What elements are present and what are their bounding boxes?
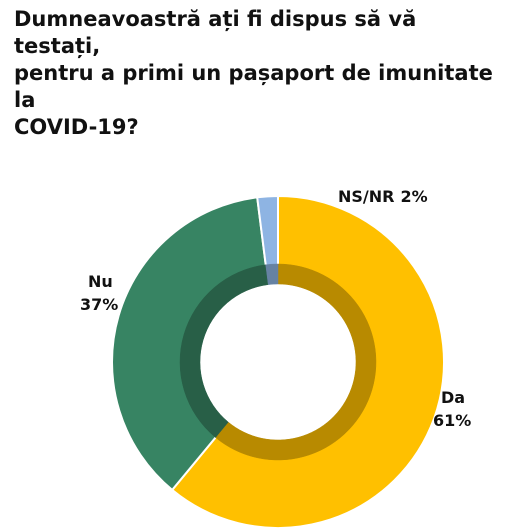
slice-label-nu-value: 37% — [80, 295, 118, 314]
donut-slices — [111, 194, 445, 529]
slice-label-nsnr-name: NS/NR — [338, 187, 394, 206]
slice-nsnr-inner-shadow — [265, 263, 279, 285]
donut-inner-shadow — [179, 263, 377, 461]
chart-title: Dumneavoastră ați fi dispus să vă testaț… — [14, 6, 494, 141]
slice-label-da-value: 61% — [433, 411, 471, 430]
slice-label-nsnr-value: 2% — [400, 187, 427, 206]
chart-title-line-2: pentru a primi un pașaport de imunitate … — [14, 61, 493, 112]
slice-label-nu-name: Nu — [88, 272, 113, 291]
slice-label-da-name: Da — [441, 388, 465, 407]
chart-title-line-1: Dumneavoastră ați fi dispus să vă testaț… — [14, 7, 417, 58]
slice-label-nsnr: NS/NR 2% — [338, 187, 428, 206]
slice-da-inner-shadow — [215, 263, 377, 461]
chart-title-line-3: COVID-19? — [14, 115, 139, 139]
